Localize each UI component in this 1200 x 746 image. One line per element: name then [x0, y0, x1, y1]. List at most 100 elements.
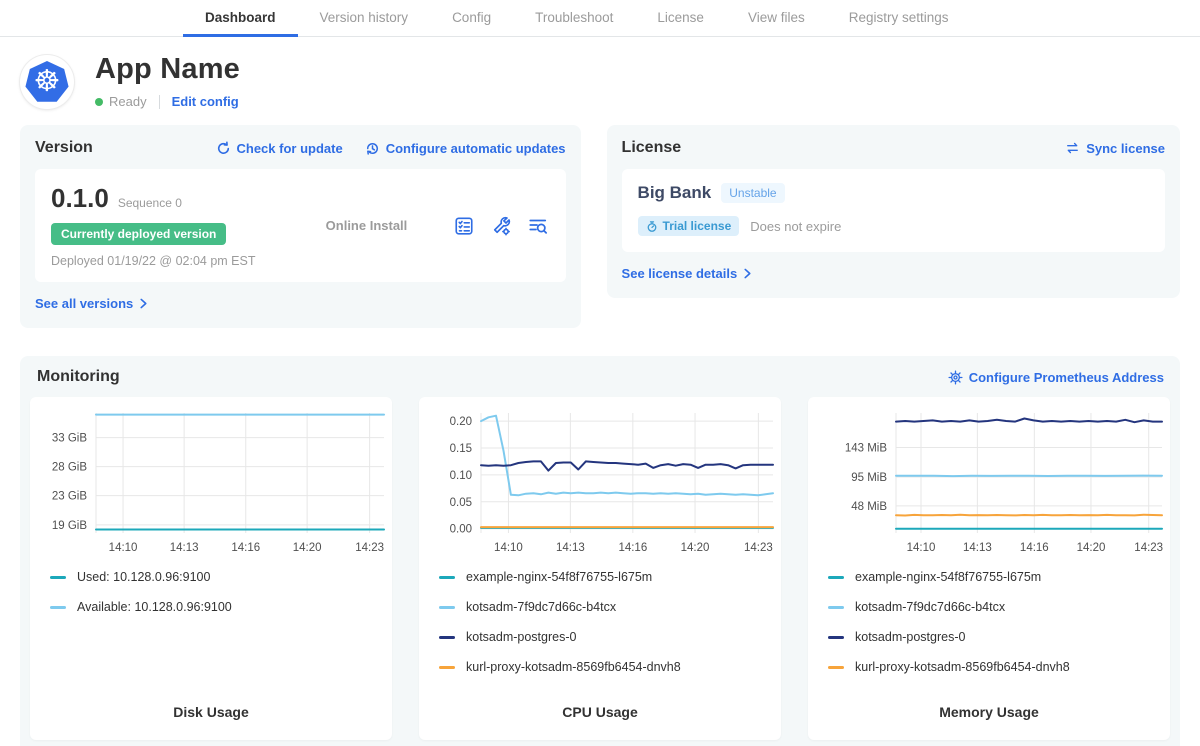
- clock-refresh-icon: [365, 141, 380, 156]
- legend-dash-icon: [439, 606, 455, 609]
- deployed-version-badge: Currently deployed version: [51, 223, 226, 245]
- svg-text:33 GiB: 33 GiB: [52, 433, 87, 445]
- svg-text:14:16: 14:16: [618, 542, 647, 554]
- legend-label: kurl-proxy-kotsadm-8569fb6454-dnvh8: [855, 660, 1070, 674]
- logs-search-icon: [528, 216, 548, 236]
- legend-item: kotsadm-postgres-0: [828, 630, 1160, 644]
- svg-text:19 GiB: 19 GiB: [52, 520, 87, 532]
- tab-registry-settings[interactable]: Registry settings: [827, 0, 971, 37]
- sync-icon: [1065, 141, 1080, 155]
- install-type-label: Online Install: [279, 218, 453, 233]
- tab-config[interactable]: Config: [430, 0, 513, 37]
- legend-item: example-nginx-54f8f76755-l675m: [439, 570, 771, 584]
- check-for-update-button[interactable]: Check for update: [216, 141, 343, 156]
- cpu-usage-chart-card: 0.200.150.100.050.0014:1014:1314:1614:20…: [419, 397, 781, 740]
- license-card-title: License: [622, 139, 682, 157]
- svg-text:14:13: 14:13: [963, 542, 992, 554]
- see-all-versions-link[interactable]: See all versions: [35, 296, 148, 311]
- tab-version-history[interactable]: Version history: [298, 0, 431, 37]
- svg-text:14:16: 14:16: [231, 542, 260, 554]
- legend-dash-icon: [439, 666, 455, 669]
- monitoring-section: Monitoring Configure Prometheus Address …: [20, 356, 1180, 746]
- cpu-usage-legend: example-nginx-54f8f76755-l675m kotsadm-7f…: [419, 559, 781, 690]
- customer-name: Big Bank: [638, 183, 712, 203]
- tab-dashboard[interactable]: Dashboard: [183, 0, 298, 37]
- svg-text:14:23: 14:23: [355, 542, 384, 554]
- version-card: Version Check for update Configure autom…: [20, 125, 581, 328]
- disk-usage-legend: Used: 10.128.0.96:9100Available: 10.128.…: [30, 559, 392, 630]
- kubernetes-icon: ☸: [25, 61, 69, 103]
- svg-text:14:23: 14:23: [1134, 542, 1163, 554]
- status-badge: Ready: [109, 94, 147, 109]
- legend-dash-icon: [439, 576, 455, 579]
- tab-troubleshoot[interactable]: Troubleshoot: [513, 0, 635, 37]
- preflight-checks-button[interactable]: [454, 216, 474, 236]
- legend-item: Used: 10.128.0.96:9100: [50, 570, 382, 584]
- legend-dash-icon: [828, 576, 844, 579]
- svg-text:14:13: 14:13: [170, 542, 199, 554]
- gear-icon: [948, 370, 963, 385]
- svg-text:23 GiB: 23 GiB: [52, 491, 87, 503]
- divider: [159, 95, 160, 109]
- svg-text:0.20: 0.20: [450, 416, 472, 428]
- svg-text:48 MiB: 48 MiB: [851, 501, 887, 513]
- version-number: 0.1.0: [51, 183, 109, 214]
- svg-text:0.15: 0.15: [450, 443, 472, 455]
- legend-dash-icon: [828, 636, 844, 639]
- legend-item: kurl-proxy-kotsadm-8569fb6454-dnvh8: [828, 660, 1160, 674]
- wrench-gear-icon: [491, 216, 511, 236]
- sequence-label: Sequence 0: [118, 196, 182, 210]
- tab-view-files[interactable]: View files: [726, 0, 827, 37]
- legend-label: kotsadm-postgres-0: [855, 630, 965, 644]
- svg-text:14:20: 14:20: [681, 542, 710, 554]
- chart-title: CPU Usage: [419, 704, 781, 720]
- svg-text:14:10: 14:10: [907, 542, 936, 554]
- legend-label: example-nginx-54f8f76755-l675m: [466, 570, 652, 584]
- refresh-icon: [216, 141, 231, 156]
- legend-item: kotsadm-7f9dc7d66c-b4tcx: [439, 600, 771, 614]
- legend-label: kotsadm-7f9dc7d66c-b4tcx: [466, 600, 616, 614]
- legend-dash-icon: [828, 666, 844, 669]
- edit-config-link[interactable]: Edit config: [172, 94, 239, 109]
- legend-item: example-nginx-54f8f76755-l675m: [828, 570, 1160, 584]
- legend-dash-icon: [50, 606, 66, 609]
- disk-usage-chart-card: 33 GiB28 GiB23 GiB19 GiB14:1014:1314:161…: [30, 397, 392, 740]
- legend-label: kotsadm-postgres-0: [466, 630, 576, 644]
- legend-label: kotsadm-7f9dc7d66c-b4tcx: [855, 600, 1005, 614]
- license-type-badge: Trial license: [638, 216, 740, 236]
- chart-title: Memory Usage: [808, 704, 1170, 720]
- edit-config-tools-button[interactable]: [491, 216, 511, 236]
- svg-text:14:23: 14:23: [744, 542, 773, 554]
- deployed-timestamp: Deployed 01/19/22 @ 02:04 pm EST: [51, 254, 279, 268]
- stopwatch-icon: [646, 220, 658, 233]
- svg-text:14:20: 14:20: [1077, 542, 1106, 554]
- checklist-icon: [454, 216, 474, 236]
- svg-text:14:16: 14:16: [1020, 542, 1049, 554]
- page-title: App Name: [95, 53, 240, 86]
- legend-dash-icon: [439, 636, 455, 639]
- tab-license[interactable]: License: [635, 0, 726, 37]
- legend-label: Used: 10.128.0.96:9100: [77, 570, 210, 584]
- version-card-title: Version: [35, 139, 93, 157]
- memory-usage-legend: example-nginx-54f8f76755-l675m kotsadm-7f…: [808, 559, 1170, 690]
- see-license-details-link[interactable]: See license details: [622, 266, 753, 281]
- nav-tabs: DashboardVersion historyConfigTroublesho…: [183, 0, 971, 36]
- chart-title: Disk Usage: [30, 704, 392, 720]
- configure-prometheus-button[interactable]: Configure Prometheus Address: [948, 370, 1164, 385]
- svg-text:95 MiB: 95 MiB: [851, 472, 887, 484]
- svg-text:14:10: 14:10: [494, 542, 523, 554]
- license-expiry-label: Does not expire: [750, 219, 841, 234]
- legend-item: kotsadm-7f9dc7d66c-b4tcx: [828, 600, 1160, 614]
- view-logs-button[interactable]: [528, 216, 548, 236]
- legend-dash-icon: [50, 576, 66, 579]
- svg-text:28 GiB: 28 GiB: [52, 462, 87, 474]
- app-logo: ☸: [20, 55, 74, 109]
- status-dot-icon: [95, 98, 103, 106]
- sync-license-button[interactable]: Sync license: [1065, 141, 1165, 156]
- configure-automatic-updates-button[interactable]: Configure automatic updates: [365, 141, 566, 156]
- svg-text:14:20: 14:20: [293, 542, 322, 554]
- legend-label: kurl-proxy-kotsadm-8569fb6454-dnvh8: [466, 660, 681, 674]
- channel-badge: Unstable: [721, 183, 784, 203]
- license-card: License Sync license Big Bank Unstable T…: [607, 125, 1180, 298]
- memory-usage-chart: 143 MiB95 MiB48 MiB14:1014:1314:1614:201…: [808, 399, 1170, 559]
